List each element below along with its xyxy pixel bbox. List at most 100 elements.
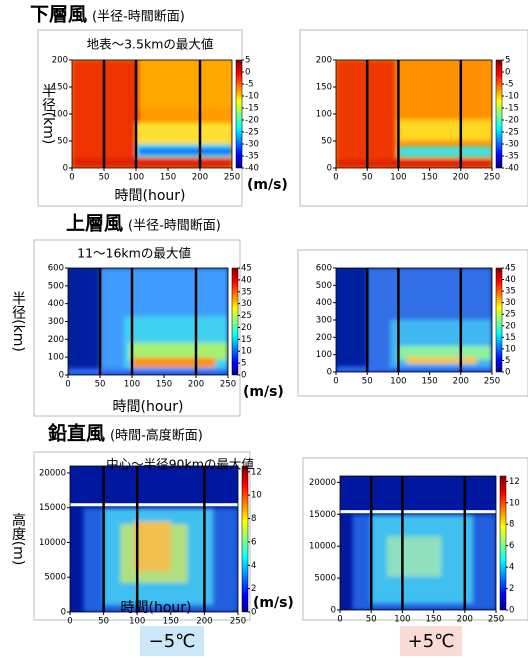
- y-tick-label: 150: [52, 83, 68, 93]
- panel: 0 50 100 150 200 250050100150200-40-35-30-25-…: [299, 29, 528, 207]
- x-tick-label: 0: [333, 173, 338, 183]
- y-tick-label: 15000: [39, 503, 66, 513]
- y-tick-label: 20000: [309, 478, 336, 488]
- y-tick-label: 400: [48, 299, 64, 309]
- colorbar-label: 0: [251, 608, 256, 618]
- x-tick-label: 50: [99, 173, 110, 183]
- heatmap-region: [336, 60, 396, 168]
- colorbar-label: 40: [505, 275, 516, 285]
- colorbar: [231, 267, 239, 376]
- x-tick-label: 50: [362, 173, 373, 183]
- y-tick-label: 5000: [314, 574, 336, 584]
- colorbar-label: -5: [505, 80, 513, 90]
- x-tick-label: 150: [425, 615, 441, 625]
- x-tick-label: 100: [394, 615, 410, 625]
- colorbar-label: 0: [245, 68, 250, 78]
- y-tick-label: 150: [316, 83, 332, 93]
- y-axis-label: 高度(m): [10, 512, 26, 565]
- x-tick-label: 200: [188, 380, 204, 390]
- heatmap-region: [398, 119, 492, 141]
- heading-main: 下層風: [30, 4, 87, 26]
- x-tick-label: 0: [69, 173, 74, 183]
- x-tick-label: 100: [128, 173, 144, 183]
- colorbar-label: 6: [251, 537, 256, 547]
- colorbar-label: 10: [509, 498, 520, 508]
- heatmap-region: [136, 122, 232, 145]
- colorbar-label: -25: [245, 128, 259, 138]
- x-axis-label: 時間(hour): [113, 399, 184, 415]
- heatmap-region: [72, 60, 140, 168]
- y-tick-label: 0: [61, 608, 66, 618]
- y-tick-label: 5000: [44, 573, 66, 583]
- colorbar-label: -10: [245, 92, 259, 102]
- heatmap-region: [139, 148, 232, 154]
- colorbar-label: -35: [245, 152, 259, 162]
- x-tick-label: 200: [196, 617, 212, 627]
- condition-box: [140, 626, 204, 656]
- x-axis-label: 時間(hour): [115, 188, 186, 204]
- x-tick-label: 50: [95, 380, 106, 390]
- x-tick-label: 0: [333, 377, 338, 387]
- plot-frame: [69, 465, 239, 613]
- x-tick-label: 150: [160, 173, 176, 183]
- colorbar-label: 20: [505, 321, 516, 331]
- heatmap-region: [132, 357, 216, 368]
- heatmap-region: [133, 521, 171, 572]
- colorbar-label: -5: [245, 80, 253, 90]
- heatmap-region: [406, 357, 477, 364]
- colorbar-label: 20: [241, 323, 252, 333]
- panel: 0 50 100 150 200 250 0 5000 10000 15000 20000 0 2 4 6 8…: [10, 451, 294, 627]
- y-tick-label: 100: [316, 110, 332, 120]
- y-tick-label: 0: [331, 606, 336, 616]
- colorbar-label: 45: [241, 264, 252, 274]
- y-tick-label: 200: [316, 56, 332, 66]
- y-tick-label: 500: [316, 281, 332, 291]
- colorbar-label: 5: [505, 56, 510, 66]
- y-tick-label: 100: [52, 110, 68, 120]
- colorbar-unit: (m/s): [247, 177, 288, 193]
- heatmap: [70, 466, 238, 612]
- data-gap: [70, 503, 238, 507]
- colorbar-label: 2: [251, 584, 256, 594]
- y-tick-label: 100: [316, 350, 332, 360]
- x-tick-label: 200: [192, 173, 208, 183]
- x-tick-label: 150: [421, 173, 437, 183]
- colorbar-label: -25: [505, 128, 519, 138]
- y-tick-label: 15000: [309, 510, 336, 520]
- colorbar-label: 25: [241, 311, 252, 321]
- condition-label: −5℃: [149, 631, 196, 652]
- heatmap-field: [336, 268, 492, 372]
- condition-box: [400, 626, 462, 656]
- x-tick-label: 100: [390, 173, 406, 183]
- y-tick-label: 0: [327, 164, 332, 174]
- colorbar-label: 10: [251, 491, 262, 501]
- colorbar-label: -15: [505, 104, 519, 114]
- panel-note: 中心～半径90kmの最大値: [106, 457, 254, 472]
- heatmap-region: [68, 368, 228, 375]
- panel: 0 50 100 150 200 250 0 100 200 300 400 500 600 0 5 1015…: [297, 249, 528, 397]
- y-tick-label: 200: [316, 333, 332, 343]
- colorbar-label: -20: [245, 116, 259, 126]
- x-tick-label: 100: [129, 617, 145, 627]
- heatmap-field: [336, 60, 492, 168]
- heading-main: 鉛直風: [48, 422, 105, 445]
- colorbar-label: -30: [245, 140, 259, 150]
- colorbar: [495, 267, 503, 373]
- colorbar: [241, 465, 249, 613]
- x-axis-label: 時間(hour): [121, 600, 192, 616]
- x-tick-label: 250: [484, 377, 500, 387]
- colorbar: [495, 59, 503, 169]
- x-tick-label: 250: [220, 380, 236, 390]
- colorbar-label: 0: [241, 371, 246, 381]
- y-axis-label: 半径(km): [10, 291, 26, 352]
- heading-1: 下層風 (半径-時間断面): [30, 4, 185, 26]
- colorbar-label: -40: [505, 164, 519, 174]
- colorbar-unit: (m/s): [253, 595, 294, 611]
- heading-main: 上層風: [66, 213, 123, 235]
- x-tick-label: 150: [421, 377, 437, 387]
- heading-3: 鉛直風 (時間-高度断面): [48, 422, 203, 445]
- x-tick-label: 100: [124, 380, 140, 390]
- colorbar-label: -40: [245, 164, 259, 174]
- colorbar: [499, 475, 507, 611]
